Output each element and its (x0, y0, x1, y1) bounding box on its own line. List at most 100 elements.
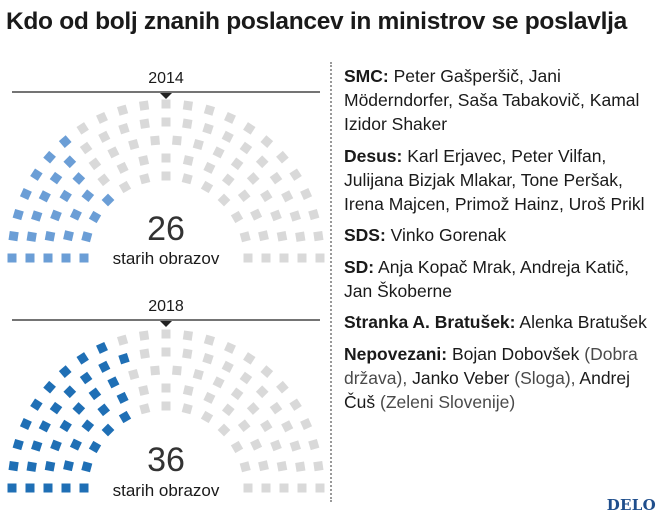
seat-highlighted (98, 360, 111, 373)
seat (230, 387, 244, 401)
seat (118, 180, 132, 194)
seat (300, 418, 313, 430)
seat (281, 420, 294, 433)
seat (297, 253, 307, 263)
seat (243, 352, 256, 365)
seat-highlighted (69, 438, 82, 451)
seat (237, 419, 251, 433)
seat (289, 210, 301, 222)
seat-highlighted (72, 402, 86, 415)
affiliation-text: (Sloga), (509, 367, 576, 388)
party-label: Desus: (344, 145, 403, 166)
seat (161, 171, 171, 181)
seat (150, 365, 160, 376)
party-label: SMC: (344, 66, 389, 86)
seat (118, 123, 130, 135)
seat (239, 461, 251, 473)
seat-highlighted (25, 253, 35, 263)
seat (313, 231, 324, 242)
seat (221, 403, 235, 417)
seats (7, 329, 325, 493)
seat (161, 401, 171, 411)
seat (258, 460, 269, 472)
seat (212, 146, 225, 159)
seat (181, 403, 193, 415)
seat (203, 104, 215, 116)
seat (161, 383, 171, 393)
party-label: SD: (344, 256, 375, 277)
seat (161, 153, 171, 163)
seat (270, 439, 282, 452)
seat (260, 365, 274, 378)
seat (139, 118, 150, 129)
seat (161, 99, 171, 109)
seat (221, 130, 234, 143)
seat (224, 111, 236, 124)
names-text: Bojan Dobovšek (447, 343, 580, 364)
party-label: SDS: (344, 225, 386, 245)
seat (230, 157, 244, 171)
seat (246, 172, 260, 185)
seat (98, 130, 111, 143)
seat-highlighted (26, 461, 37, 472)
seat-highlighted (7, 483, 17, 493)
seat (203, 334, 215, 346)
affiliation-text: (Dobra država), (344, 343, 638, 388)
seat-highlighted (101, 193, 115, 207)
seat (308, 439, 320, 451)
seat (88, 157, 102, 171)
seat-highlighted (59, 189, 72, 203)
seat (269, 171, 283, 185)
seat (269, 401, 283, 415)
list-item-smc: SMC: Peter Gašperšič, Jani Möderndorfer,… (344, 64, 656, 136)
seat (239, 371, 253, 385)
seat (182, 330, 193, 341)
seat (182, 348, 193, 359)
seat-highlighted (43, 253, 53, 263)
seat-highlighted (101, 423, 115, 437)
seat (139, 173, 151, 185)
seat-highlighted (26, 231, 37, 242)
names-text: Peter Gašperšič, Jani Möderndorfer, Saša… (344, 66, 640, 134)
seat-highlighted (38, 190, 51, 203)
seat (239, 141, 253, 155)
list-item-sds: SDS: Vinko Gorenak (344, 223, 656, 247)
seat (255, 385, 269, 399)
seat-highlighted (118, 353, 130, 365)
seat (172, 365, 182, 376)
seat (161, 347, 171, 357)
seat-highlighted (8, 231, 19, 242)
seat-highlighted (81, 419, 95, 433)
seat (217, 193, 231, 207)
seat (107, 146, 120, 159)
seat-highlighted (44, 231, 56, 242)
seat-highlighted (88, 210, 102, 224)
names-text: Andrej Čuš (344, 367, 630, 412)
seat-highlighted (63, 155, 77, 169)
list-item-sd: SD: Anja Kopač Mrak, Andreja Katič, Jan … (344, 255, 656, 303)
seat (224, 341, 236, 354)
party-label: Stranka A. Bratušek: (344, 312, 516, 332)
seat-highlighted (81, 231, 93, 243)
seat (200, 410, 214, 424)
seat (203, 391, 216, 404)
seat (192, 138, 204, 151)
seat (212, 376, 225, 389)
seat (200, 180, 214, 194)
seat-highlighted (76, 352, 89, 365)
seat (261, 483, 271, 493)
seat-highlighted (7, 253, 17, 263)
list-item-nepovezani: Nepovezani: Bojan Dobovšek (Dobra država… (344, 342, 656, 414)
seat-highlighted (58, 365, 72, 378)
seat (250, 438, 263, 451)
seat (138, 385, 150, 396)
seat (181, 173, 193, 185)
seat (315, 253, 325, 263)
seat-highlighted (12, 439, 24, 451)
seat (276, 461, 288, 472)
seat (270, 209, 282, 222)
seat-highlighted (8, 461, 19, 472)
seat (221, 173, 235, 187)
seat (172, 135, 182, 146)
seat-highlighted (72, 172, 86, 185)
